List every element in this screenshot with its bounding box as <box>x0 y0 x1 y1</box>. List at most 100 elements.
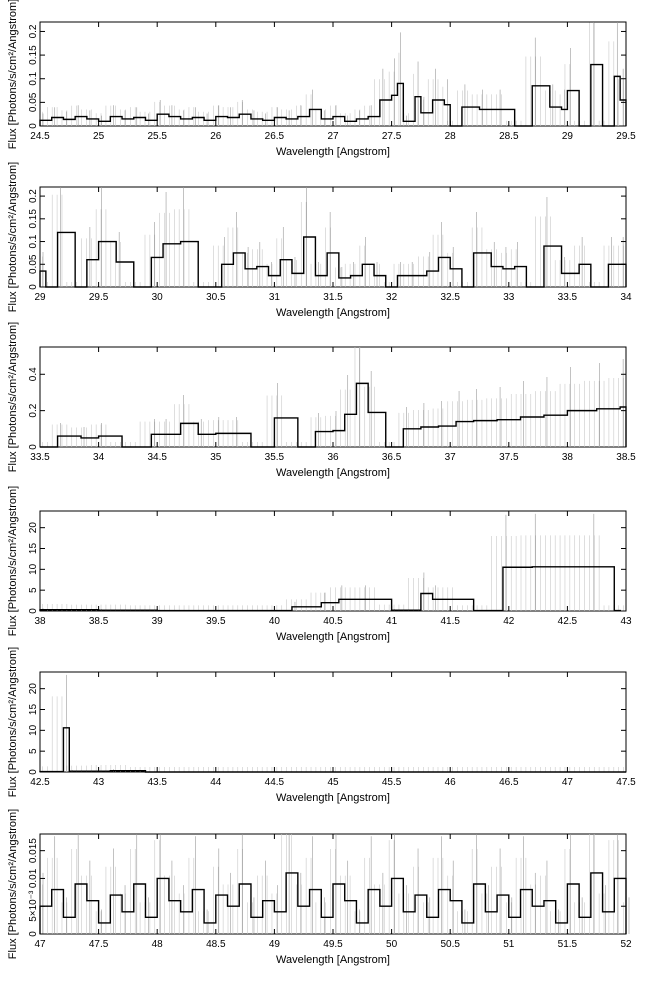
chart-panel-6: 47 47.5 48 48.5 49 49.5 50 50.5 51 51.5 52 0 5×10⁻³ 0… <box>7 809 632 966</box>
y-tick-label: 0 <box>28 123 39 129</box>
x-tick-label: 51.5 <box>558 939 578 950</box>
x-tick-label: 49.5 <box>323 939 343 950</box>
x-axis-label: Wavelength [Angstrom] <box>276 307 390 319</box>
chart-panel-1: 24.5 25 25.5 26 26.5 27 27.5 28 28.5 29 29.5 0 0.05 0… <box>7 0 636 158</box>
x-tick-label: 36 <box>327 452 339 463</box>
y-tick-label: 5 <box>28 587 39 593</box>
x-tick-label: 33.5 <box>30 452 50 463</box>
x-tick-label: 27 <box>327 131 339 142</box>
x-tick-label: 50.5 <box>440 939 460 950</box>
x-tick-label: 29.5 <box>89 292 109 303</box>
chart-panel-4: 38 38.5 39 39.5 40 40.5 41 41.5 42 42.5 43 0 5 10 15 20… <box>7 486 632 643</box>
y-tick-label: 0.1 <box>28 234 39 248</box>
y-tick-label: 0.05 <box>28 92 39 112</box>
y-tick-label: 15 <box>28 704 39 716</box>
x-tick-label: 42.5 <box>30 777 50 788</box>
x-tick-label: 36.5 <box>382 452 402 463</box>
series-line <box>39 566 621 612</box>
x-axis-label: Wavelength [Angstrom] <box>276 631 390 643</box>
y-tick-label: 0.15 <box>28 45 39 65</box>
x-tick-label: 51 <box>503 939 515 950</box>
x-tick-label: 43 <box>620 616 632 627</box>
x-tick-label: 40 <box>269 616 281 627</box>
y-tick-label: 10 <box>28 724 39 736</box>
chart-panel-5: 42.5 43 43.5 44 44.5 45 45.5 46 46.5 47 47.5 0 5 10 15… <box>7 647 636 804</box>
y-tick-label: 0.2 <box>28 24 39 38</box>
y-tick-label: 5×10⁻³ <box>28 890 39 922</box>
y-tick-label: 0.1 <box>28 71 39 85</box>
x-axis-label: Wavelength [Angstrom] <box>276 792 390 804</box>
x-tick-label: 32 <box>386 292 398 303</box>
series-line <box>39 231 627 288</box>
plot-frame <box>39 186 627 288</box>
x-tick-label: 39.5 <box>206 616 226 627</box>
y-tick-label: 20 <box>28 683 39 695</box>
x-tick-label: 44 <box>210 777 222 788</box>
x-tick-label: 34.5 <box>147 452 167 463</box>
x-tick-label: 26.5 <box>265 131 285 142</box>
x-tick-label: 42.5 <box>558 616 578 627</box>
y-tick-label: 5 <box>28 748 39 754</box>
plot-frame <box>39 671 627 773</box>
y-tick-label: 0.2 <box>28 403 39 417</box>
series-line <box>39 872 627 934</box>
y-tick-label: 0.01 <box>28 868 39 888</box>
y-tick-label: 0.05 <box>28 254 39 274</box>
y-tick-label: 0 <box>28 284 39 290</box>
y-tick-label: 0.015 <box>28 838 39 863</box>
x-tick-label: 33.5 <box>558 292 578 303</box>
y-axis-label: Flux [Photons/s/cm²/Angstrom] <box>7 809 19 959</box>
x-tick-label: 41.5 <box>440 616 460 627</box>
x-tick-label: 42 <box>503 616 515 627</box>
x-tick-label: 47.5 <box>89 939 109 950</box>
x-tick-label: 29.5 <box>616 131 636 142</box>
x-tick-label: 46.5 <box>499 777 519 788</box>
y-tick-label: 0.4 <box>28 367 39 381</box>
y-tick-label: 20 <box>28 522 39 534</box>
x-tick-label: 38.5 <box>616 452 636 463</box>
series-line <box>39 727 626 773</box>
y-tick-label: 0 <box>28 444 39 450</box>
x-tick-label: 30.5 <box>206 292 226 303</box>
plot-frame <box>39 21 627 127</box>
y-tick-label: 10 <box>28 563 39 575</box>
x-tick-label: 47.5 <box>616 777 636 788</box>
x-tick-label: 45.5 <box>382 777 402 788</box>
x-tick-label: 25 <box>93 131 105 142</box>
y-tick-label: 0.15 <box>28 209 39 229</box>
x-axis-label: Wavelength [Angstrom] <box>276 146 390 158</box>
x-tick-label: 31.5 <box>323 292 343 303</box>
series-line <box>39 63 627 127</box>
x-tick-label: 52 <box>620 939 632 950</box>
x-tick-label: 34 <box>93 452 105 463</box>
x-tick-label: 48.5 <box>206 939 226 950</box>
y-tick-label: 0 <box>28 769 39 775</box>
chart-panel-2: 29 29.5 30 30.5 31 31.5 32 32.5 33 33.5 34 0 0.05 0.1… <box>7 162 632 319</box>
x-tick-label: 24.5 <box>30 131 50 142</box>
x-tick-label: 46 <box>445 777 457 788</box>
y-axis-label: Flux [Photons/s/cm²/Angstrom] <box>7 486 19 636</box>
x-tick-label: 43.5 <box>147 777 167 788</box>
y-tick-label: 0.2 <box>28 189 39 203</box>
y-axis-label: Flux [Photons/s/cm²/Angstrom] <box>7 0 19 149</box>
x-tick-label: 25.5 <box>147 131 167 142</box>
x-tick-label: 35.5 <box>265 452 285 463</box>
x-axis-label: Wavelength [Angstrom] <box>276 954 390 966</box>
plot-frame <box>39 510 627 612</box>
y-axis-label: Flux [Photons/s/cm²/Angstrom] <box>7 647 19 797</box>
x-tick-label: 38 <box>34 616 46 627</box>
x-tick-label: 27.5 <box>382 131 402 142</box>
series-line <box>40 382 627 448</box>
x-tick-label: 26 <box>210 131 222 142</box>
x-axis-label: Wavelength [Angstrom] <box>276 467 390 479</box>
x-tick-label: 30 <box>152 292 164 303</box>
x-tick-label: 29 <box>34 292 46 303</box>
x-tick-label: 39 <box>152 616 164 627</box>
x-tick-label: 47 <box>34 939 46 950</box>
x-tick-label: 37 <box>445 452 457 463</box>
y-tick-label: 0 <box>28 931 39 937</box>
x-tick-label: 44.5 <box>265 777 285 788</box>
x-tick-label: 50 <box>386 939 398 950</box>
y-tick-label: 0 <box>28 608 39 614</box>
